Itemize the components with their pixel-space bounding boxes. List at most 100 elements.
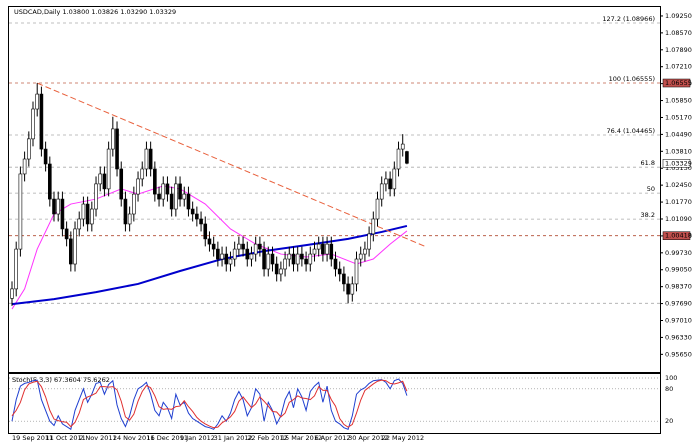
x-tick-label: 22 Feb 2012 <box>247 434 287 442</box>
main-panel <box>8 6 661 373</box>
x-tick-label: 9 Jan 2012 <box>180 434 215 442</box>
candle-body <box>308 253 313 265</box>
candle-body <box>81 203 86 220</box>
candle-body <box>249 253 254 260</box>
candle-body <box>56 198 61 215</box>
candle-body <box>392 168 397 190</box>
candle-body <box>346 283 350 295</box>
candle-body <box>237 243 241 250</box>
candle-body <box>43 148 48 165</box>
candle-body <box>94 183 98 210</box>
candle-body <box>316 243 321 250</box>
candle-body <box>195 213 199 220</box>
level-label: 50 <box>647 185 655 193</box>
candle-body <box>60 198 65 230</box>
candle-body <box>379 183 384 200</box>
candle-body <box>207 238 212 245</box>
candle-body <box>119 168 124 200</box>
price-tag <box>662 159 691 168</box>
candle-body <box>35 93 40 110</box>
candle-body <box>106 148 111 190</box>
candle-body <box>371 218 376 235</box>
candle-body <box>115 128 119 170</box>
candle-body <box>228 258 233 265</box>
candle-body <box>274 263 279 275</box>
candle-body <box>18 173 23 250</box>
candle-body <box>153 168 157 195</box>
candle-body <box>405 151 409 164</box>
candle-body <box>140 168 145 180</box>
y-tick-label: 1.07890 <box>665 46 692 54</box>
candle-body <box>342 273 346 285</box>
x-tick-label: 6 Apr 2012 <box>314 434 350 442</box>
candle-body <box>52 198 56 215</box>
price-tag-label: 1.06555 <box>665 79 692 87</box>
y-tick-label: 1.09250 <box>665 12 692 20</box>
y-tick-label: 1.01090 <box>665 215 692 223</box>
candle-body <box>90 208 94 225</box>
candle-body <box>199 218 203 225</box>
y-tick-label: 1.08570 <box>665 29 692 37</box>
y-tick-label: 0.97010 <box>665 316 692 324</box>
candle-body <box>358 253 363 260</box>
y-tick-label: 0.95650 <box>665 350 692 358</box>
candle-body <box>102 173 107 190</box>
x-tick-label: 24 Nov 2011 <box>113 434 155 442</box>
candle-body <box>262 248 266 270</box>
candle-body <box>396 148 401 170</box>
candle-body <box>216 248 220 260</box>
indicator-line <box>11 378 408 431</box>
candle-body <box>375 198 380 220</box>
candle-body <box>39 93 44 150</box>
candle-body <box>73 228 77 265</box>
indicator-tick-label: 20 <box>665 417 673 425</box>
candle-body <box>144 148 149 170</box>
x-tick-label: 30 Apr 2012 <box>348 434 388 442</box>
y-tick-label: 1.03130 <box>665 164 692 172</box>
candle-body <box>69 238 73 265</box>
y-tick-label: 0.99050 <box>665 266 692 274</box>
y-tick-label: 1.01770 <box>665 198 692 206</box>
candle-body <box>190 208 195 215</box>
candle-body <box>321 243 325 255</box>
candle-body <box>136 178 140 195</box>
candle-body <box>111 128 115 150</box>
x-tick-label: 2 Nov 2011 <box>79 434 117 442</box>
candle-body <box>279 268 283 275</box>
x-tick-label: 16 Dec 2011 <box>146 434 188 442</box>
candle-body <box>291 253 296 265</box>
trendline <box>37 82 426 247</box>
candle-body <box>165 183 170 195</box>
y-tick-label: 0.96330 <box>665 333 692 341</box>
candle-body <box>174 183 178 210</box>
price-tag-label: 1.03329 <box>665 159 692 167</box>
level-label: 61.8 <box>641 159 655 167</box>
y-tick-label: 1.02450 <box>665 181 692 189</box>
candle-body <box>304 258 308 265</box>
candle-body <box>350 283 355 295</box>
y-tick-label: 1.05170 <box>665 113 692 121</box>
y-tick-label: 0.97690 <box>665 300 692 308</box>
candle-body <box>10 288 14 299</box>
candle-body <box>266 253 271 270</box>
y-tick-label: 1.05850 <box>665 97 692 105</box>
indicator-panel <box>8 373 661 434</box>
candle-body <box>400 143 405 150</box>
candle-body <box>132 193 136 215</box>
candle-body <box>203 223 208 240</box>
indicator-tick-label: 80 <box>665 385 673 393</box>
level-label: 127.2 (1.08966) <box>602 15 655 23</box>
y-tick-label: 0.99730 <box>665 249 692 257</box>
candle-body <box>31 108 35 140</box>
candle-body <box>85 203 90 225</box>
candle-body <box>241 243 245 250</box>
candle-body <box>363 248 367 255</box>
indicator-tick-label: 100 <box>665 374 677 382</box>
candle-body <box>354 258 359 285</box>
candle-body <box>232 248 237 260</box>
level-label: 100 (1.06555) <box>609 75 655 83</box>
candle-body <box>148 148 153 170</box>
candle-body <box>367 233 371 250</box>
candle-body <box>270 253 275 265</box>
